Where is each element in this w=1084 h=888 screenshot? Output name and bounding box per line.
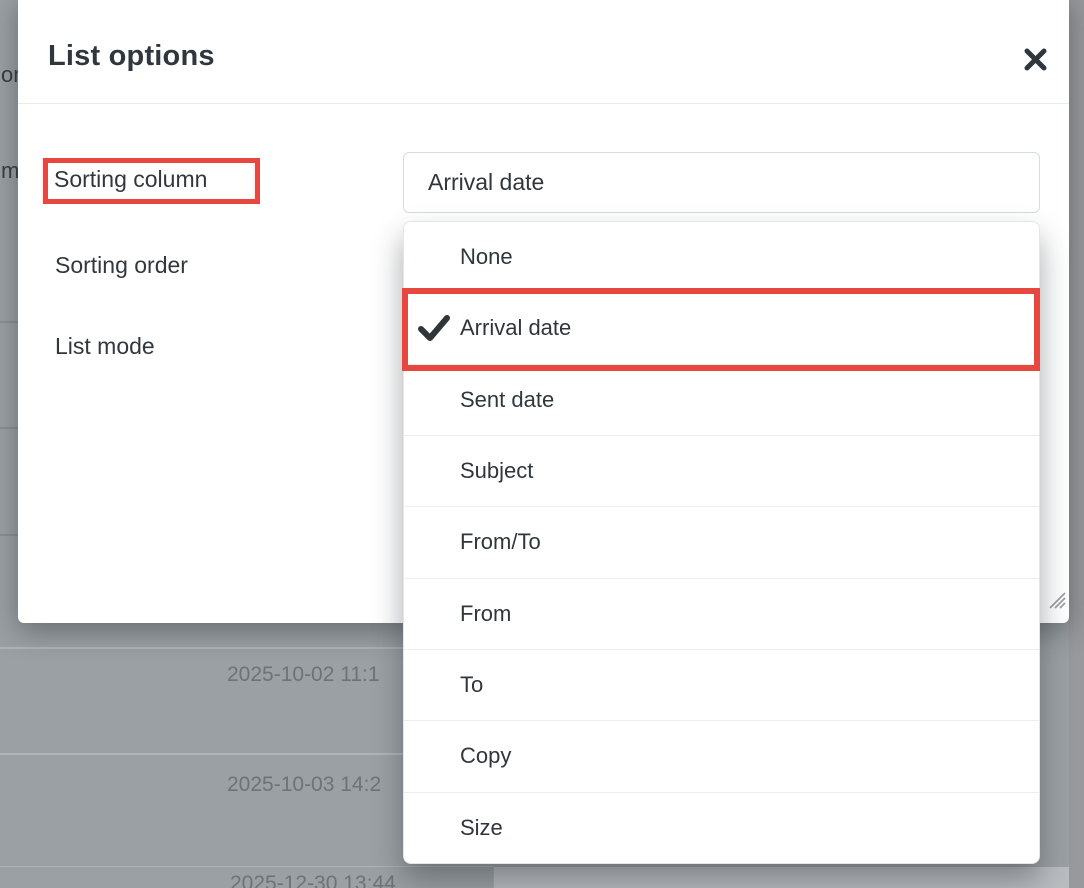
- resize-grip-icon: [1049, 592, 1066, 609]
- list-row-date: 2025-10-03 14:2: [227, 773, 382, 796]
- background-clipped-text: on: [1, 62, 18, 87]
- option-from[interactable]: From: [404, 577, 1039, 649]
- row-divider: [0, 647, 403, 649]
- annotation-box-arrival-date-option: [402, 288, 1040, 371]
- dialog-title: List options: [48, 40, 215, 72]
- close-icon: [1024, 48, 1046, 70]
- sorting-column-label: Sorting column: [54, 166, 208, 192]
- sorting-order-label: Sorting order: [55, 252, 188, 278]
- sorting-column-select[interactable]: [403, 152, 1040, 213]
- option-label: Subject: [460, 458, 534, 484]
- option-none[interactable]: None: [404, 222, 1039, 293]
- option-size[interactable]: Size: [404, 791, 1039, 863]
- option-label: Copy: [460, 743, 512, 769]
- list-row-date: 2025-12-30 13:44: [230, 872, 396, 888]
- background-pane: [494, 867, 1084, 888]
- row-divider: [0, 753, 403, 755]
- option-to[interactable]: To: [404, 648, 1039, 721]
- option-from-to[interactable]: From/To: [404, 506, 1039, 578]
- list-mode-label: List mode: [55, 333, 155, 359]
- option-label: Sent date: [460, 386, 555, 412]
- row-divider: [0, 427, 18, 429]
- option-sent-date[interactable]: Sent date: [404, 363, 1039, 435]
- background-clipped-text: m: [1, 158, 18, 183]
- option-label: Size: [460, 814, 503, 840]
- close-button[interactable]: [1020, 44, 1050, 74]
- list-row-date: 2025-10-02 11:1: [227, 663, 380, 686]
- resize-handle[interactable]: [1046, 589, 1066, 609]
- option-label: From/To: [460, 529, 541, 555]
- row-divider: [0, 866, 493, 867]
- background-right-edge: [1069, 0, 1084, 888]
- row-divider: [0, 321, 18, 323]
- option-label: To: [460, 672, 484, 698]
- header-divider: [18, 103, 1069, 104]
- row-divider: [0, 534, 18, 536]
- sorting-column-dropdown: None Arrival date Sent date Subject From…: [403, 221, 1040, 864]
- annotation-box-sorting-column: Sorting column: [43, 158, 260, 204]
- option-copy[interactable]: Copy: [404, 720, 1039, 792]
- option-subject[interactable]: Subject: [404, 434, 1039, 507]
- option-label: From: [460, 600, 512, 626]
- option-label: Arrival date: [460, 315, 572, 341]
- check-icon: [418, 315, 450, 342]
- background-left-edge: on m: [0, 0, 18, 888]
- option-label: None: [460, 244, 513, 270]
- column-divider: [493, 866, 494, 888]
